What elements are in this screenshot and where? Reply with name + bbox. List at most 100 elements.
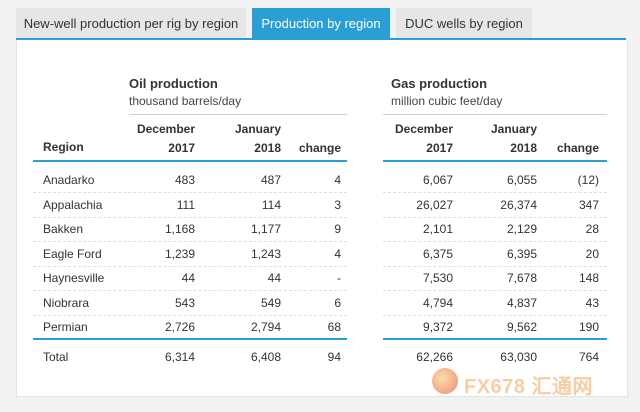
- row-divider: [383, 216, 607, 218]
- total-oil-jan: 6,408: [250, 350, 281, 364]
- cell-gas-change: (12): [577, 173, 599, 187]
- watermark: FX678 汇通网: [432, 368, 622, 398]
- oil-col-january-header: January 2018: [234, 122, 281, 155]
- gas-col-january-header: January 2018: [490, 122, 537, 155]
- cell-oil-dec: 1,168: [164, 222, 195, 236]
- cell-region: Bakken: [43, 222, 84, 236]
- oil-col-change-header: change: [298, 141, 341, 155]
- table-row: Permian 2,726 2,794 68 9,372 9,562 190: [17, 315, 627, 339]
- gas-col-december-header: December 2017: [394, 122, 453, 155]
- oil-group-rule: [129, 114, 347, 115]
- cell-oil-jan: 1,243: [250, 246, 281, 261]
- cell-oil-jan: 2,794: [250, 320, 281, 334]
- cell-region: Anadarko: [43, 173, 95, 187]
- cell-gas-jan: 9,562: [506, 320, 537, 334]
- cell-oil-dec: 483: [174, 173, 195, 187]
- cell-gas-dec: 6,067: [422, 173, 453, 187]
- table-row: Haynesville 44 44 - 7,530 7,678 148: [17, 266, 627, 291]
- col-region-header: Region: [43, 140, 84, 154]
- cell-oil-change: -: [337, 271, 341, 285]
- tab-new-well-production[interactable]: New-well production per rig by region: [16, 8, 246, 40]
- cell-gas-dec: 2,101: [422, 222, 453, 236]
- cell-region: Haynesville: [43, 271, 105, 285]
- oil-group-title: Oil production: [129, 76, 218, 91]
- row-divider: [33, 314, 347, 316]
- total-gas-change: 764: [578, 350, 599, 364]
- gas-total-rule: [383, 338, 607, 340]
- row-divider: [33, 241, 347, 242]
- cell-gas-change: 148: [578, 271, 599, 285]
- cell-oil-change: 4: [334, 246, 341, 261]
- row-divider: [383, 241, 607, 242]
- cell-oil-jan: 487: [260, 173, 281, 187]
- cell-oil-change: 4: [334, 173, 341, 187]
- oil-total-rule: [33, 338, 347, 340]
- cell-region: Appalachia: [43, 197, 103, 212]
- cell-oil-dec: 2,726: [164, 320, 195, 334]
- cell-oil-change: 6: [334, 295, 341, 310]
- cell-gas-change: 347: [578, 197, 599, 212]
- row-divider: [383, 314, 607, 316]
- total-label: Total: [43, 350, 69, 364]
- cell-oil-change: 3: [334, 197, 341, 212]
- cell-gas-jan: 6,395: [506, 246, 537, 261]
- oil-group-unit: thousand barrels/day: [129, 94, 242, 108]
- cell-gas-dec: 4,794: [422, 295, 453, 310]
- cell-gas-change: 28: [585, 222, 599, 236]
- table-row: Anadarko 483 487 4 6,067 6,055 (12): [17, 168, 627, 193]
- row-divider: [33, 290, 347, 291]
- cell-gas-dec: 6,375: [422, 246, 453, 261]
- gas-group-title: Gas production: [391, 76, 488, 91]
- cell-region: Eagle Ford: [43, 246, 102, 261]
- cell-oil-change: 68: [327, 320, 341, 334]
- cell-region: Permian: [43, 320, 88, 334]
- cell-region: Niobrara: [43, 295, 90, 310]
- gas-group-unit: million cubic feet/day: [391, 94, 503, 108]
- row-divider: [33, 192, 347, 193]
- cell-oil-jan: 549: [260, 295, 281, 310]
- oil-header-rule: [33, 160, 347, 162]
- total-row: Total 6,314 6,408 94 62,266 63,030 764: [17, 345, 627, 369]
- row-divider: [33, 216, 347, 218]
- watermark-logo: [432, 368, 458, 394]
- total-oil-dec: 6,314: [164, 350, 195, 364]
- table-row: Bakken 1,168 1,177 9 2,101 2,129 28: [17, 217, 627, 242]
- row-divider: [33, 265, 347, 267]
- gas-col-change-header: change: [556, 141, 599, 155]
- cell-gas-change: 190: [578, 320, 599, 334]
- tab-underline: [16, 38, 626, 40]
- total-oil-change: 94: [327, 350, 341, 364]
- cell-gas-change: 43: [585, 295, 599, 310]
- cell-oil-jan: 1,177: [250, 222, 281, 236]
- cell-gas-jan: 26,374: [500, 197, 537, 212]
- table-row: Eagle Ford 1,239 1,243 4 6,375 6,395 20: [17, 242, 627, 267]
- total-gas-jan: 63,030: [500, 350, 537, 364]
- cell-gas-jan: 6,055: [506, 173, 537, 187]
- cell-gas-dec: 26,027: [416, 197, 453, 212]
- cell-oil-jan: 44: [267, 271, 281, 285]
- cell-oil-dec: 44: [181, 271, 195, 285]
- total-gas-dec: 62,266: [416, 350, 453, 364]
- row-divider: [383, 265, 607, 267]
- cell-gas-jan: 7,678: [506, 271, 537, 285]
- watermark-text: FX678 汇通网: [464, 376, 593, 398]
- row-divider: [383, 192, 607, 193]
- gas-group-rule: [383, 114, 607, 115]
- cell-gas-dec: 9,372: [422, 320, 453, 334]
- production-table-panel: Oil production thousand barrels/day Gas …: [16, 40, 628, 397]
- tab-production-by-region[interactable]: Production by region: [252, 8, 390, 40]
- table-row: Niobrara 543 549 6 4,794 4,837 43: [17, 291, 627, 316]
- table-row: Appalachia 111 114 3 26,027 26,374 347: [17, 193, 627, 218]
- row-divider: [383, 290, 607, 291]
- cell-gas-change: 20: [585, 246, 599, 261]
- cell-gas-jan: 2,129: [506, 222, 537, 236]
- cell-oil-dec: 543: [174, 295, 195, 310]
- cell-oil-jan: 114: [261, 197, 281, 212]
- cell-oil-dec: 111: [176, 197, 195, 212]
- gas-header-rule: [383, 160, 607, 162]
- cell-gas-jan: 4,837: [506, 295, 537, 310]
- cell-oil-dec: 1,239: [164, 246, 195, 261]
- cell-oil-change: 9: [334, 222, 341, 236]
- tab-duc-wells[interactable]: DUC wells by region: [396, 8, 532, 40]
- cell-gas-dec: 7,530: [422, 271, 453, 285]
